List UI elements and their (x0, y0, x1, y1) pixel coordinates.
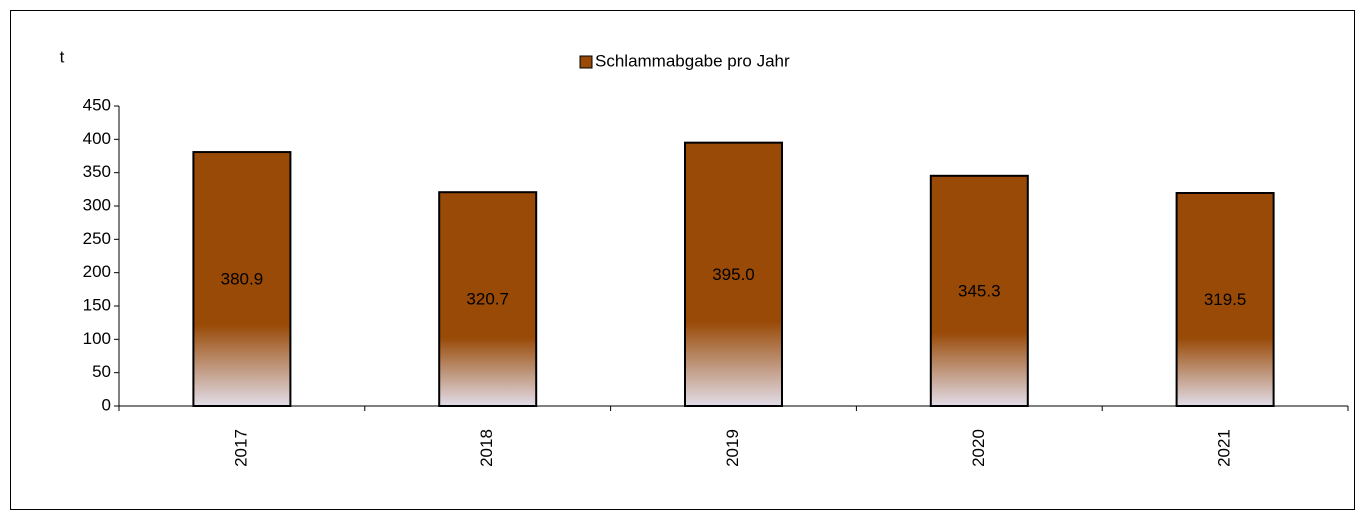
x-tick-label: 2018 (477, 429, 496, 467)
data-label: 345.3 (958, 281, 1001, 300)
y-tick-label: 200 (83, 262, 111, 281)
y-tick-label: 300 (83, 195, 111, 214)
y-tick-label: 400 (83, 129, 111, 148)
y-tick-label: 350 (83, 162, 111, 181)
bar (192, 151, 292, 407)
data-label: 319.5 (1204, 290, 1247, 309)
y-tick-label: 150 (83, 295, 111, 314)
y-tick-label: 250 (83, 229, 111, 248)
bar (929, 174, 1029, 407)
bar (1175, 192, 1275, 407)
bar (684, 141, 783, 408)
bar (438, 191, 538, 407)
y-axis-label: t (60, 47, 65, 66)
y-tick-label: 100 (83, 329, 111, 348)
x-tick-label: 2021 (1215, 429, 1234, 467)
data-label: 380.9 (221, 270, 264, 289)
x-tick-label: 2019 (723, 429, 742, 467)
legend-marker (579, 55, 593, 69)
legend-label: Schlammabgabe pro Jahr (595, 51, 790, 70)
y-tick-label: 50 (92, 362, 111, 381)
x-tick-label: 2017 (231, 429, 250, 467)
x-tick-label: 2020 (969, 429, 988, 467)
data-label: 395.0 (712, 265, 755, 284)
y-tick-label: 450 (83, 95, 111, 114)
data-label: 320.7 (466, 290, 509, 309)
y-tick-label: 0 (102, 395, 111, 414)
